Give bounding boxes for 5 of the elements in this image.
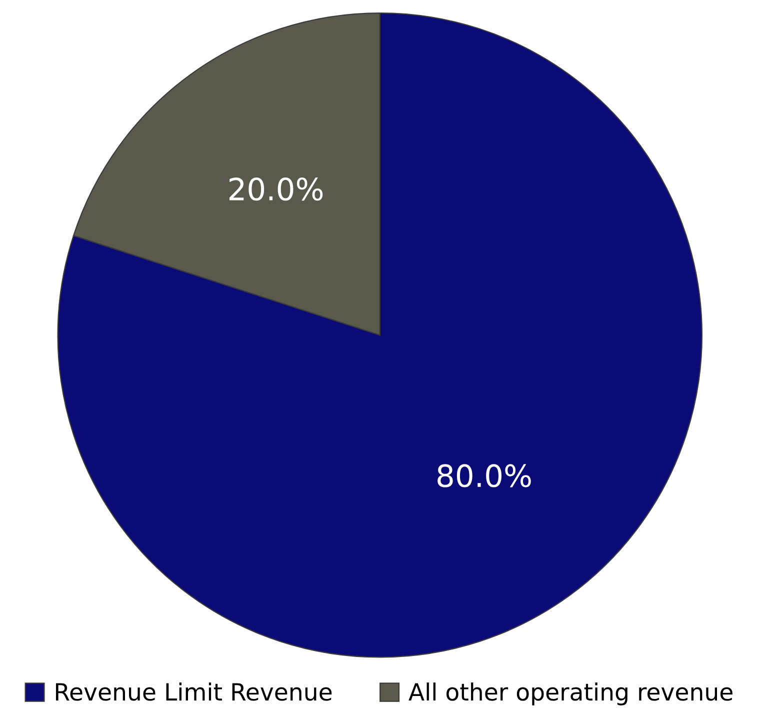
legend-label: Revenue Limit Revenue [56, 682, 332, 701]
data-label: 80.0% [438, 464, 531, 488]
legend-label: All other operating revenue [408, 682, 732, 706]
pie-slice [57, 12, 703, 658]
data-label: 20.0% [229, 178, 323, 201]
